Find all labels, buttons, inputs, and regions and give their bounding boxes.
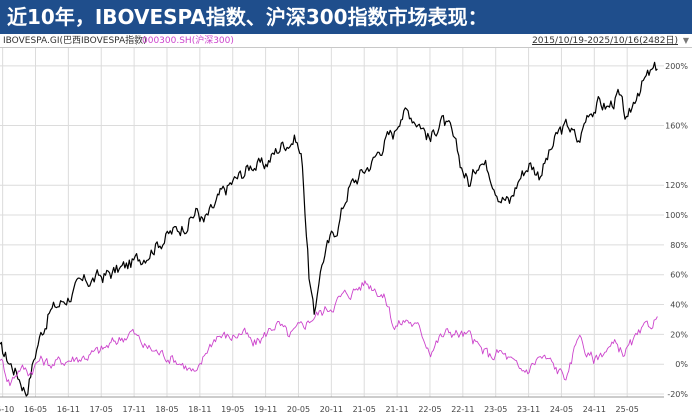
legend-ibovespa[interactable]: IBOVESPA.GI(巴西IBOVESPA指数) <box>3 36 147 46</box>
chart-grid <box>0 48 664 397</box>
y-axis: 200% 160% 120% 100% 80% 60% 40% 20% 0% -20% <box>665 62 688 399</box>
chart-legend-bar: IBOVESPA.GI(巴西IBOVESPA指数) | 000300.SH(沪深… <box>0 34 692 48</box>
y-tick-label: 80% <box>670 241 688 250</box>
chart-series <box>0 61 658 397</box>
x-tick-label: 22-05 <box>418 405 441 414</box>
chevron-down-icon[interactable]: ▼ <box>682 36 689 45</box>
x-tick-label: 16-11 <box>57 405 80 414</box>
y-tick-label: 40% <box>670 301 688 310</box>
x-tick-label: 19-11 <box>254 405 277 414</box>
x-tick-label: 21-11 <box>385 405 408 414</box>
x-tick-label: 23-11 <box>517 405 540 414</box>
x-tick-label: 24-05 <box>550 405 573 414</box>
y-tick-label: -20% <box>667 390 688 399</box>
x-tick-label: 17-05 <box>90 405 113 414</box>
x-axis: 15-10 16-05 16-11 17-05 17-11 18-05 18-11 19-05… <box>0 396 664 414</box>
x-tick-label: 25-05 <box>616 405 639 414</box>
line-chart: 200% 160% 120% 100% 80% 60% 40% 20% 0% -20% 15-10… <box>0 48 688 414</box>
x-tick-label: 18-05 <box>155 405 178 414</box>
x-tick-label: 16-05 <box>24 405 47 414</box>
y-tick-label: 0% <box>675 360 688 369</box>
x-tick-label: 20-11 <box>320 405 343 414</box>
series-ibovespa-line <box>0 61 658 397</box>
x-tick-label: 22-11 <box>451 405 474 414</box>
x-tick-label: 15-10 <box>0 405 14 414</box>
x-tick-label: 24-11 <box>583 405 606 414</box>
x-tick-label: 21-05 <box>353 405 376 414</box>
legend-separator: | <box>135 36 139 46</box>
x-tick-label: 18-11 <box>188 405 211 414</box>
y-tick-label: 20% <box>670 330 688 339</box>
date-range-selector[interactable]: 2015/10/19-2025/10/16(2482日) <box>532 36 678 46</box>
y-tick-label: 60% <box>670 271 688 280</box>
series-hs300-line <box>0 280 658 387</box>
x-tick-label: 17-11 <box>122 405 145 414</box>
y-tick-label: 160% <box>665 122 688 131</box>
y-tick-label: 200% <box>665 62 688 71</box>
x-tick-label: 20-05 <box>287 405 310 414</box>
x-tick-label: 23-05 <box>484 405 507 414</box>
x-tick-label: 19-05 <box>221 405 244 414</box>
y-tick-label: 120% <box>665 181 688 190</box>
y-tick-label: 100% <box>665 211 688 220</box>
legend-hs300[interactable]: 000300.SH(沪深300) <box>142 36 234 46</box>
page-title: 近10年，IBOVESPA指数、沪深300指数市场表现： <box>0 0 692 34</box>
